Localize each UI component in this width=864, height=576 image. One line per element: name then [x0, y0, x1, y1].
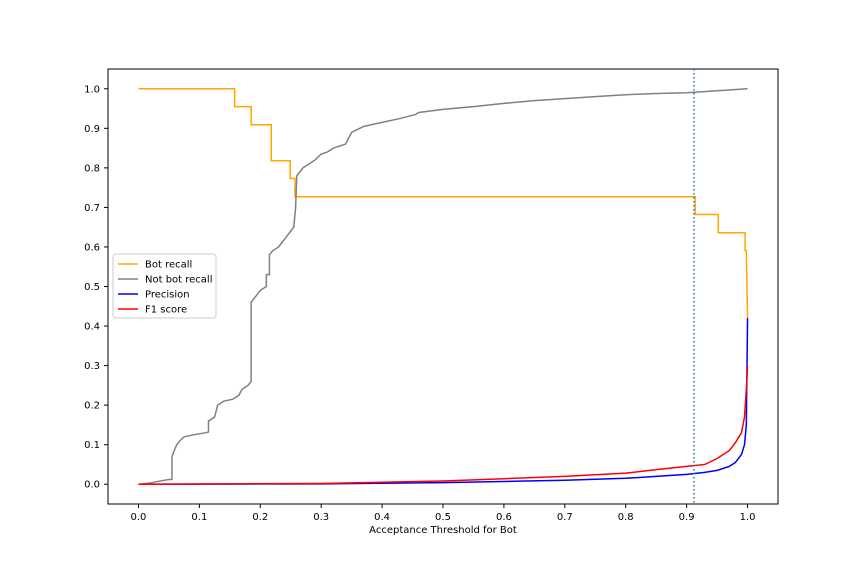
legend-label: Bot recall: [145, 260, 192, 271]
x-tick-label: 0.0: [131, 512, 147, 523]
legend-label: Not bot recall: [145, 275, 213, 286]
series-layer: [138, 69, 749, 504]
ticks-layer: 0.0 0.1 0.2 0.3 0.4 0.5 0.6 0.7 0.8 0.9 1.0 0.0 0.1 0…: [84, 84, 755, 523]
x-tick-label: 0.1: [191, 512, 207, 523]
y-tick-label: 0.6: [84, 242, 100, 253]
legend-label: Precision: [145, 290, 190, 301]
x-tick-label: 0.5: [435, 512, 451, 523]
y-tick-label: 0.4: [84, 322, 100, 333]
y-tick-label: 0.5: [84, 282, 100, 293]
x-tick-label: 0.4: [374, 512, 390, 523]
y-tick-label: 0.9: [84, 124, 100, 135]
series-line-1: [138, 88, 748, 485]
y-tick-label: 1.0: [84, 84, 100, 95]
y-tick-label: 0.0: [84, 480, 100, 491]
x-tick-label: 0.6: [496, 512, 512, 523]
y-tick-label: 0.7: [84, 203, 100, 214]
legend-label: F1 score: [145, 305, 187, 316]
legend: Bot recall Not bot recall Precision F1 scor…: [112, 253, 217, 319]
x-axis-label: Acceptance Threshold for Bot: [369, 525, 517, 536]
x-tick-label: 0.8: [618, 512, 634, 523]
series-line-3: [138, 365, 749, 485]
series-line-0: [138, 88, 749, 319]
legend-box: [112, 253, 217, 319]
x-tick-label: 0.3: [313, 512, 329, 523]
x-tick-label: 1.0: [740, 512, 756, 523]
y-tick-label: 0.1: [84, 440, 100, 451]
x-tick-label: 0.2: [252, 512, 268, 523]
y-tick-label: 0.2: [84, 401, 100, 412]
x-tick-label: 0.9: [679, 512, 695, 523]
y-tick-label: 0.3: [84, 361, 100, 372]
series-line-2: [138, 318, 749, 485]
y-tick-label: 0.8: [84, 163, 100, 174]
x-tick-label: 0.7: [557, 512, 573, 523]
